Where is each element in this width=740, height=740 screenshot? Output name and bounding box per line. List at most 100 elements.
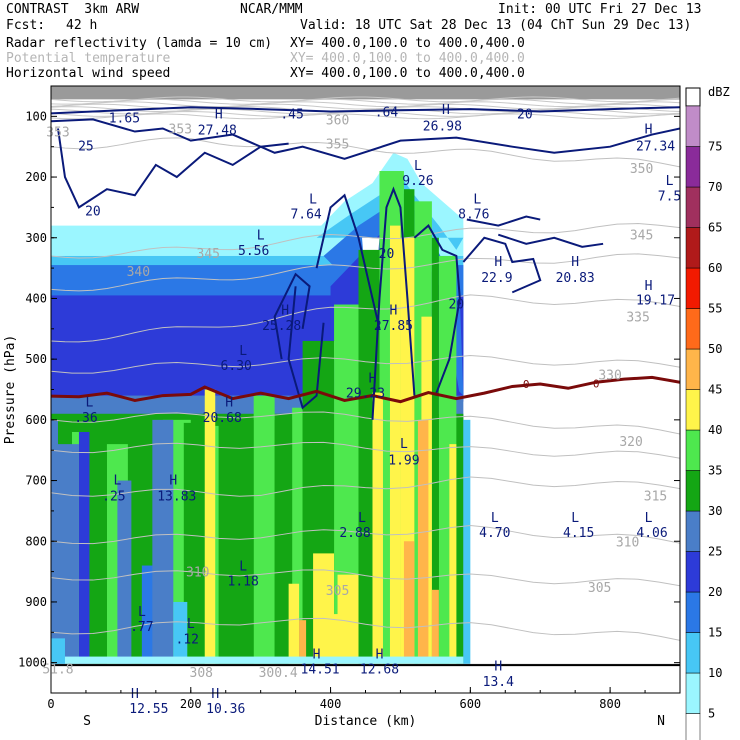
reflectivity-cell bbox=[183, 422, 205, 664]
wind-label: 2.88 bbox=[339, 526, 370, 541]
theta-isentrope bbox=[51, 617, 680, 641]
wind-label: H bbox=[369, 371, 377, 386]
wind-contour bbox=[413, 224, 461, 396]
colorbar-swatch bbox=[685, 389, 701, 431]
freezing-level-label: 0 bbox=[593, 377, 600, 390]
y-axis-label: Pressure (hPa) bbox=[3, 335, 18, 445]
wind-label: 1.65 bbox=[109, 112, 140, 127]
wind-label: L bbox=[239, 560, 247, 575]
x-tick-label: 400 bbox=[320, 697, 342, 711]
init-time: Init: 00 UTC Fri 27 Dec 13 bbox=[498, 2, 702, 17]
reflectivity-cell bbox=[117, 480, 132, 664]
reflectivity-cell bbox=[253, 395, 275, 664]
wind-label: 20 bbox=[517, 107, 533, 122]
reflectivity-cell bbox=[449, 444, 457, 664]
colorbar-label: 5 bbox=[708, 707, 715, 721]
reflectivity-cell bbox=[51, 86, 680, 100]
wind-label: 13.83 bbox=[157, 490, 196, 505]
theta-label: 300.4 bbox=[259, 666, 298, 681]
theta-label: 310 bbox=[186, 566, 209, 581]
wind-label: H bbox=[494, 660, 502, 675]
y-tick-label: 500 bbox=[25, 352, 47, 366]
colorbar-swatch bbox=[685, 591, 701, 633]
wind-label: 27.85 bbox=[374, 319, 413, 334]
wind-label: L bbox=[257, 229, 265, 244]
theta-isentrope bbox=[51, 137, 680, 168]
wind-label: 27.48 bbox=[198, 124, 237, 139]
reflectivity-cell bbox=[431, 237, 439, 664]
colorbar-swatch bbox=[685, 632, 701, 674]
theta-label: 340 bbox=[127, 265, 150, 280]
theta-label: 315 bbox=[644, 490, 667, 505]
wind-label: 20.83 bbox=[556, 271, 595, 286]
theta-label: 353 bbox=[46, 126, 69, 141]
y-tick-label: 100 bbox=[25, 109, 47, 123]
wind-contour bbox=[273, 272, 311, 360]
wind-label: 20 bbox=[449, 297, 465, 312]
wind-label: .12 bbox=[176, 632, 199, 647]
wind-label: 14.51 bbox=[301, 663, 340, 678]
theta-label: 305 bbox=[326, 584, 349, 599]
wind-label: H bbox=[494, 255, 502, 270]
colorbar-swatch bbox=[685, 551, 701, 593]
theta-isentrope bbox=[51, 223, 680, 259]
wind-label: 12.68 bbox=[360, 663, 399, 678]
reflectivity-cell bbox=[218, 419, 254, 664]
colorbar-unit: dBZ bbox=[708, 85, 730, 99]
wind-label: 7.64 bbox=[290, 207, 321, 222]
wind-label: L bbox=[239, 344, 247, 359]
wind-label: L bbox=[491, 511, 499, 526]
wind-speed-contours bbox=[51, 106, 680, 420]
wind-label: 8.76 bbox=[458, 207, 489, 222]
wind-label: L bbox=[86, 396, 94, 411]
reflectivity-cell bbox=[51, 638, 65, 664]
wind-label: .25 bbox=[102, 490, 125, 505]
wind-label: L bbox=[187, 617, 195, 632]
theta-label: 345 bbox=[197, 247, 220, 262]
wind-label: 26.98 bbox=[423, 119, 462, 134]
wind-label: H bbox=[376, 648, 384, 663]
wind-label: 19.17 bbox=[636, 294, 675, 309]
wind-label: H bbox=[225, 396, 233, 411]
x-axis-north-label: N bbox=[657, 714, 665, 729]
x-axis-south-label: S bbox=[83, 714, 91, 729]
colorbar-swatch bbox=[685, 672, 701, 714]
theta-label: 350 bbox=[630, 162, 653, 177]
wind-label: 20.68 bbox=[203, 411, 242, 426]
colorbar-swatch bbox=[685, 227, 701, 269]
colorbar-swatch bbox=[685, 348, 701, 390]
wind-label: 7.5 bbox=[658, 189, 681, 204]
contour-labels: 353 353 360 355 350 345 345 340 335 330 320 315 310 3… bbox=[42, 103, 681, 717]
theta-isentrope bbox=[51, 476, 680, 497]
y-tick-label: 1000 bbox=[18, 656, 47, 670]
institution-label: NCAR/MMM bbox=[240, 2, 303, 17]
reflectivity-cell bbox=[313, 553, 335, 664]
theta-isentrope bbox=[51, 294, 680, 343]
wind-contour bbox=[51, 106, 680, 115]
y-tick-label: 300 bbox=[25, 231, 47, 245]
x-tick-label: 800 bbox=[599, 697, 621, 711]
reflectivity-cell bbox=[299, 620, 307, 664]
wind-label: 20 bbox=[379, 247, 395, 262]
wind-label: H bbox=[131, 687, 139, 702]
tropopause-isentrope bbox=[51, 98, 680, 105]
x-tick-label: 600 bbox=[459, 697, 481, 711]
theta-label: 320 bbox=[619, 435, 642, 450]
wind-label: 9.26 bbox=[402, 174, 433, 189]
wind-contour bbox=[51, 118, 680, 160]
wind-label: 25.28 bbox=[262, 319, 301, 334]
wind-label: L bbox=[666, 174, 674, 189]
valid-time: Valid: 18 UTC Sat 28 Dec 13 (04 ChT Sun … bbox=[300, 18, 692, 33]
y-tick-label: 900 bbox=[25, 595, 47, 609]
freezing-line bbox=[51, 375, 680, 404]
colorbar-swatch bbox=[685, 470, 701, 512]
reflectivity-cell bbox=[78, 431, 90, 664]
wind-contour bbox=[462, 236, 542, 294]
wind-label: L bbox=[138, 605, 146, 620]
reflectivity-cell bbox=[330, 614, 342, 664]
wind-contour bbox=[466, 215, 541, 227]
colorbar-label: 75 bbox=[708, 140, 722, 154]
theta-label: 308 bbox=[190, 666, 213, 681]
theta-label: 330 bbox=[598, 368, 621, 383]
theta-isentrope bbox=[51, 441, 680, 459]
